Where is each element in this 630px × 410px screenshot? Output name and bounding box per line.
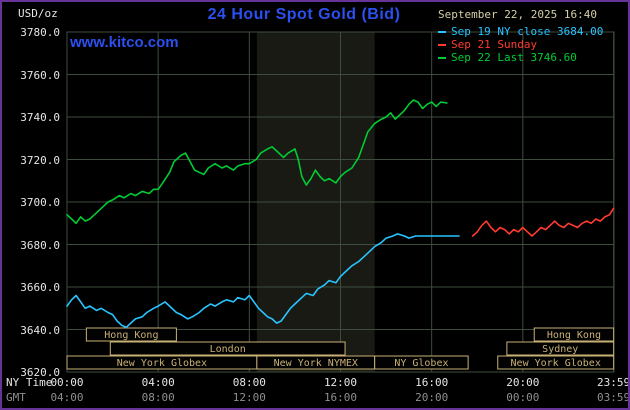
series-sep19-line (66, 233, 460, 329)
y-axis-label: 3680.0 (20, 238, 60, 252)
plot-border (66, 31, 615, 373)
y-axis-label: 3700.0 (20, 196, 60, 209)
x-axis-label-ny: 08:00 (232, 376, 266, 389)
y-axis-label: 3780.0 (20, 26, 60, 39)
session-label: Sydney (542, 344, 578, 355)
units-label: USD/oz (18, 7, 58, 20)
x-axis-label-ny: 16:00 (415, 376, 449, 389)
legend-marker-sep19 (438, 30, 446, 33)
session-label: Hong Kong (547, 330, 601, 341)
x-axis-label-ny: 20:00 (506, 376, 540, 389)
legend-marker-sep21 (438, 43, 446, 46)
legend-label: Sep 19 NY close 3684.00 (451, 25, 604, 38)
x-axis-label-gmt: 16:00 (323, 391, 358, 404)
gmt-axis-label: GMT (6, 391, 26, 404)
session-box (497, 355, 615, 370)
x-axis-label-gmt: 00:00 (506, 391, 540, 404)
x-axis-label-gmt: 20:00 (415, 391, 449, 404)
legend-marker-sep22 (438, 56, 446, 59)
y-axis-label: 3740.0 (20, 111, 60, 124)
legend-label: Sep 21 Sunday (451, 38, 538, 51)
legend-label: Sep 22 Last 3746.60 (451, 51, 577, 64)
kitco-watermark-link[interactable]: www.kitco.com (70, 34, 179, 51)
session-label: New York NYMEX (274, 358, 358, 369)
ny-time-axis-label: NY Time (6, 376, 53, 389)
y-axis-label: 3760.0 (20, 68, 60, 82)
x-axis-label-gmt: 04:00 (50, 391, 84, 404)
y-axis-label: 3620.0 (20, 366, 60, 379)
session-label: New York Globex (511, 358, 601, 369)
session-box (374, 355, 469, 370)
session-box (533, 327, 615, 342)
x-axis-label-ny: 23:59 (597, 376, 630, 389)
series-sep22-line (66, 99, 448, 225)
x-axis-label-ny: 12:00 (323, 376, 358, 389)
chart-datetime: September 22, 2025 16:40 (438, 8, 597, 21)
series-sep21-line (471, 207, 615, 237)
x-axis-label-gmt: 03:59 (597, 391, 630, 404)
y-axis-label: 3640.0 (20, 323, 60, 337)
legend-item-sep19: Sep 19 NY close 3684.00 (438, 25, 603, 38)
session-label: Hong Kong (104, 330, 158, 341)
x-axis-label-gmt: 08:00 (141, 391, 175, 404)
x-axis-label-ny: 00:00 (50, 376, 84, 389)
session-box (506, 341, 615, 356)
session-label: New York Globex (117, 358, 207, 369)
legend-item-sep22: Sep 22 Last 3746.60 (438, 51, 603, 64)
x-axis-label-ny: 04:00 (141, 376, 175, 389)
legend: September 22, 2025 16:40 Sep 19 NY close… (438, 8, 603, 64)
y-axis-label: 3720.0 (20, 153, 60, 167)
session-box (109, 341, 346, 356)
session-label: London (210, 344, 246, 355)
chart-title: 24 Hour Spot Gold (Bid) (207, 6, 401, 23)
session-label: NY Globex (394, 358, 448, 369)
y-axis-label: 3660.0 (20, 281, 60, 294)
x-axis-label-gmt: 12:00 (232, 391, 266, 404)
session-box (85, 327, 177, 342)
legend-item-sep21: Sep 21 Sunday (438, 38, 603, 51)
